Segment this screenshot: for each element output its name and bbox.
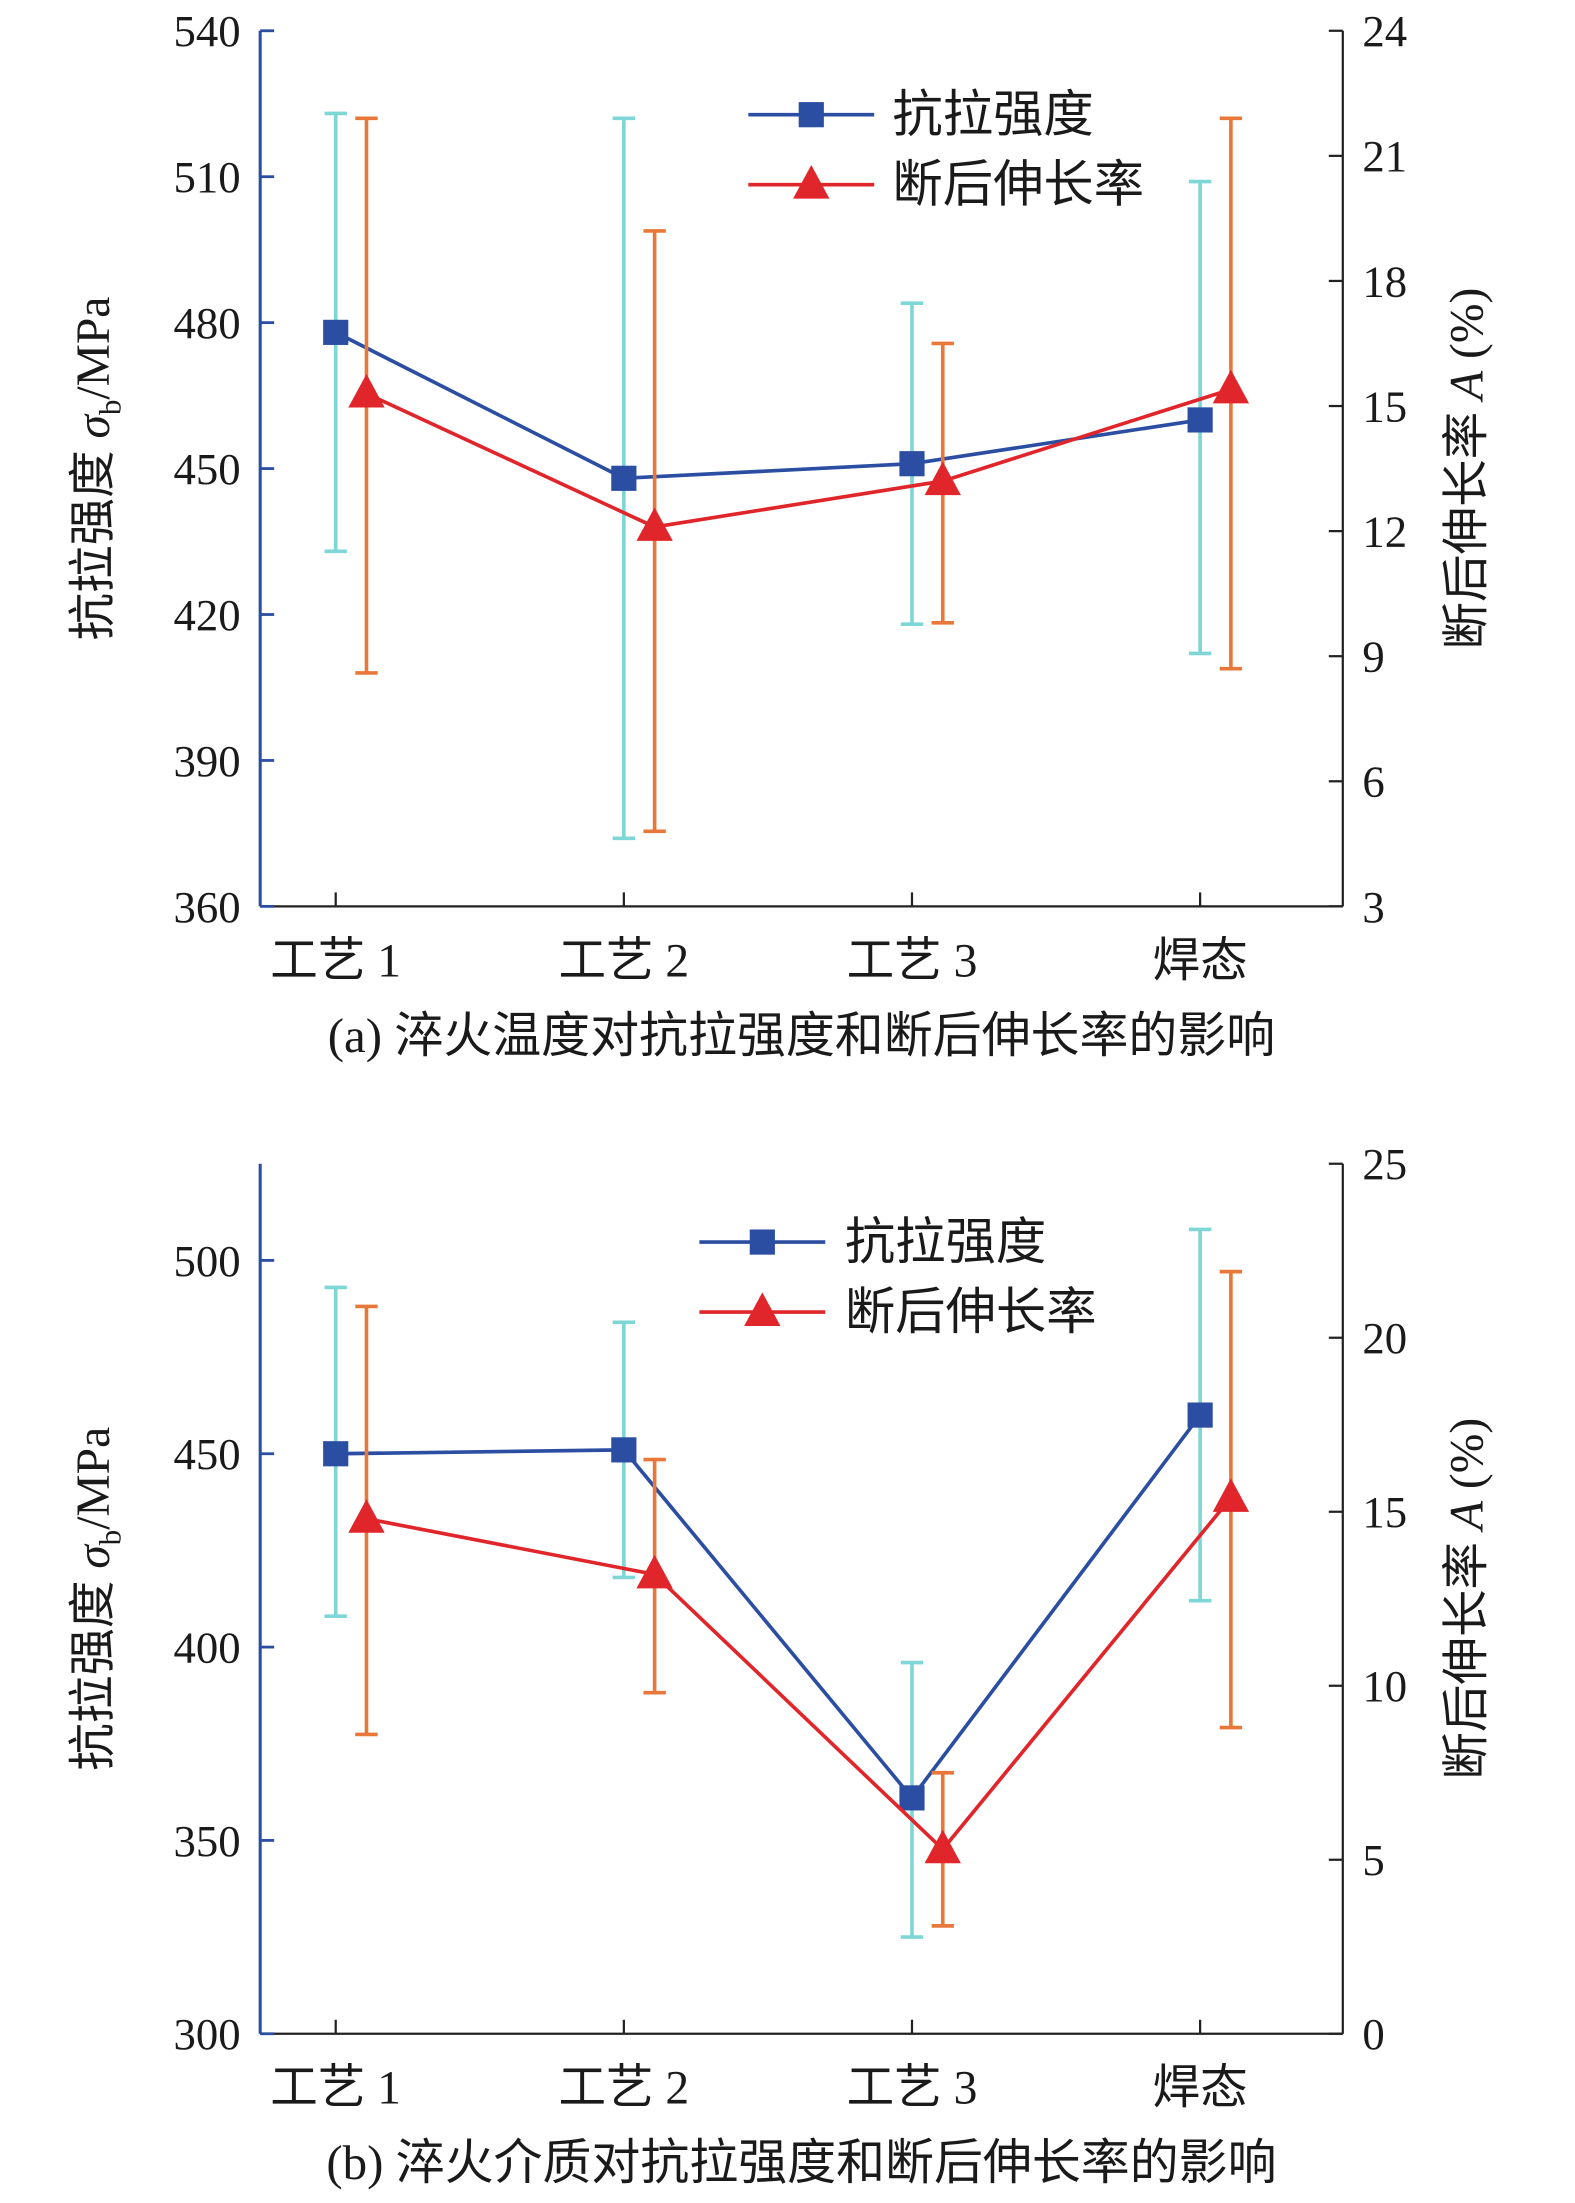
left-axis-title: 抗拉强度 σb/MPa [68,297,127,641]
data-point-square [323,1441,349,1467]
left-axis-title-text: 抗拉强度 [68,1569,120,1771]
data-point-triangle [924,1829,961,1864]
chart-caption: (a) 淬火温度对抗拉强度和断后伸长率的影响 [328,1008,1275,1063]
legend-label: 抗拉强度 [845,1214,1046,1270]
right-tick-label: 6 [1362,757,1384,807]
data-point-triangle [924,461,961,496]
left-tick-label: 450 [173,1429,240,1479]
right-tick-label: 25 [1362,1139,1407,1189]
left-tick-label: 360 [173,882,240,932]
right-axis-title: 断后伸长率 A (%) [1442,288,1494,650]
series-line [366,1496,1233,1852]
legend-marker-square [749,1229,775,1255]
left-tick-label: 300 [173,2009,240,2059]
right-tick-label: 21 [1362,131,1407,181]
data-point-triangle [348,1499,385,1533]
right-tick-label: 10 [1362,1661,1407,1711]
right-axis-title-unit: (%) [1442,1418,1494,1501]
x-tick-label: 焊态 [1153,935,1248,987]
right-tick-label: 12 [1362,507,1407,557]
legend-label: 断后伸长率 [892,156,1144,212]
left-axis-title: 抗拉强度 σb/MPa [68,1427,127,1771]
left-tick-label: 480 [173,298,240,348]
left-tick-label: 510 [173,152,240,202]
left-tick-label: 540 [173,6,240,56]
right-axis-title-text: 断后伸长率 [1442,1530,1494,1780]
left-axis-title-subscript: b [93,400,127,415]
chart-caption: (b) 淬火介质对抗拉强度和断后伸长率的影响 [326,2135,1276,2190]
right-tick-label: 5 [1362,1835,1384,1885]
right-axis-title: 断后伸长率 A (%) [1442,1418,1494,1780]
x-tick-label: 焊态 [1153,2063,1248,2115]
legend-label: 断后伸长率 [845,1284,1097,1340]
left-tick-label: 390 [173,736,240,786]
right-axis-title-unit: (%) [1442,288,1494,371]
left-tick-label: 500 [173,1236,240,1286]
data-point-square [611,465,637,491]
panel-b: 300 350 400 450 500 0 5 10 15 20 25 工艺 1 工艺 2 工艺 3 焊态 抗… [68,1139,1494,2190]
series-line [334,330,1201,481]
legend-marker-triangle [744,1292,781,1326]
data-point-square [899,1785,925,1811]
data-point-triangle [1212,1478,1250,1512]
right-tick-label: 9 [1362,632,1384,682]
series-line [365,387,1232,529]
data-point-triangle [636,507,673,541]
x-tick-label: 工艺 1 [270,2063,401,2115]
left-axis-title-text: 抗拉强度 [68,438,120,640]
legend-label: 抗拉强度 [892,86,1093,142]
left-tick-label: 420 [173,590,240,640]
x-tick-label: 工艺 3 [847,935,978,987]
left-axis-title-symbol: σ [68,413,120,438]
data-point-triangle [348,373,385,408]
panel-a: 360 390 420 450 480 510 540 3 6 9 12 15 18 21 24 工艺 1 工艺… [68,6,1494,1063]
series-line [335,1413,1202,1801]
left-axis-title-symbol: σ [68,1544,120,1569]
right-axis-title-symbol: A [1442,1500,1494,1533]
x-tick-label: 工艺 2 [558,2063,689,2115]
data-point-triangle [636,1554,673,1589]
data-point-square [611,1437,637,1463]
right-axis-title-symbol: A [1442,370,1494,403]
data-point-square [1187,1402,1213,1428]
right-tick-label: 20 [1362,1313,1407,1363]
left-tick-label: 350 [173,1816,240,1866]
right-axis-title-text: 断后伸长率 [1442,400,1494,650]
x-tick-label: 工艺 2 [558,935,689,987]
x-tick-label: 工艺 3 [847,2063,978,2115]
left-tick-label: 450 [173,444,240,494]
right-tick-label: 15 [1362,381,1407,431]
data-point-square [899,451,925,477]
right-tick-label: 24 [1362,6,1407,56]
data-point-square [1187,407,1213,433]
left-axis-title-subscript: b [93,1530,127,1545]
left-axis-title-unit: /MPa [68,1427,120,1530]
data-point-triangle [1212,369,1250,404]
data-point-square [323,319,349,345]
left-axis-title-unit: /MPa [68,297,120,400]
right-tick-label: 18 [1362,256,1407,306]
legend-marker-square [798,102,824,128]
legend-marker-triangle [793,165,830,199]
left-tick-label: 400 [173,1622,240,1672]
x-tick-label: 工艺 1 [270,935,401,987]
right-tick-label: 15 [1362,1487,1407,1537]
right-tick-label: 3 [1362,882,1384,932]
right-tick-label: 0 [1362,2009,1384,2059]
